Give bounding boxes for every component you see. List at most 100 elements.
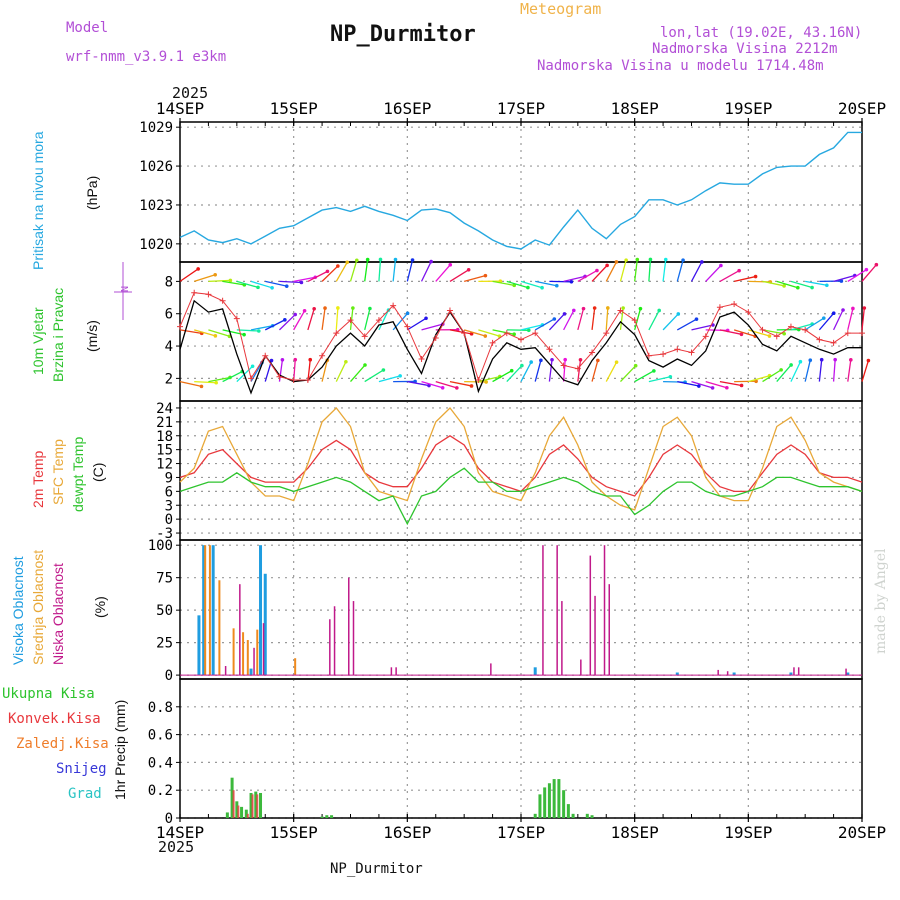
wind-arrow-head: [841, 308, 845, 312]
wind-gust-marker: [503, 330, 510, 337]
wind-gust-marker: [475, 376, 482, 383]
wind-arrow-head: [405, 311, 410, 316]
wind-arrow-head: [256, 285, 260, 290]
wind-arrow: [790, 323, 813, 331]
wind-arrow: [293, 276, 316, 283]
wind-arrow: [691, 380, 713, 389]
cloud-bar-2: [726, 671, 729, 676]
wind-arrow-head: [469, 384, 474, 388]
wind-arrow-head: [796, 285, 800, 290]
xtick-label-top: 20SEP: [838, 99, 886, 118]
wind-arrow-head: [572, 308, 576, 313]
wind-arrow-head: [466, 268, 471, 272]
cloud-bar-2: [608, 584, 610, 676]
pressure-line: [179, 131, 862, 250]
wind-arrow: [378, 309, 390, 331]
precip-bar-0: [325, 815, 329, 818]
wind-arrow-head: [668, 374, 673, 379]
cloud-bar-0: [211, 545, 215, 676]
cloud-bar-1: [242, 632, 245, 676]
wind-arrow-head: [676, 312, 681, 316]
wind-gust-marker: [304, 376, 311, 383]
wind-gust-marker: [233, 315, 240, 322]
ytick-label-temp: 9: [165, 470, 173, 486]
model-label: Model: [66, 20, 109, 36]
wind-arrow-head: [681, 258, 685, 262]
wind-arrow: [762, 280, 785, 287]
wind-arrow: [790, 361, 801, 382]
wind-arrow-head: [483, 334, 488, 338]
ytick-label-cloud: 0: [165, 668, 173, 684]
wind-gust-marker: [432, 334, 439, 341]
xtick-label-top: 14SEP: [156, 99, 204, 118]
wind-arrow: [832, 309, 844, 331]
wind-gust-marker: [631, 317, 638, 324]
wind-arrow-head: [398, 374, 402, 378]
wind-arrow: [591, 360, 599, 382]
legend-conv-rain: Konvek.Kisa: [8, 711, 101, 727]
wind-arrow: [562, 359, 566, 382]
wind-arrow-head: [782, 331, 786, 336]
wind-arrow: [847, 269, 867, 282]
wind-gust-marker: [546, 346, 553, 353]
wind-arrow-head: [336, 264, 340, 268]
wind-arrow-head: [242, 332, 246, 337]
wind-arrow: [861, 264, 877, 282]
wind-arrow-head: [483, 273, 488, 278]
wind-gust-marker: [702, 333, 709, 340]
wind-arrow-head: [874, 262, 879, 267]
wind-arrow: [748, 375, 770, 383]
wind-arrow-head: [595, 268, 599, 273]
ytick-label-pressure: 1029: [139, 120, 173, 136]
wind-arrow: [804, 360, 811, 382]
wind-arrow-head: [325, 269, 330, 274]
cloud-bar-2: [594, 595, 596, 676]
precip-bar-0: [230, 777, 234, 818]
wind-arrow: [691, 324, 714, 331]
wind-arrow: [194, 380, 217, 384]
wind-arrow: [677, 380, 699, 387]
precip-bar-1: [237, 805, 240, 818]
ytick-label-temp: 24: [156, 401, 173, 417]
wind-arrow-head: [592, 306, 597, 310]
wind-arrow: [619, 365, 637, 383]
lonlat-label: lon,lat (19.02E, 43.16N): [660, 25, 863, 41]
wind-arrow: [847, 308, 854, 331]
wind-arrow-head: [663, 257, 668, 262]
xtick-label-bottom: 20SEP: [838, 823, 886, 842]
wind-arrow-head: [368, 306, 372, 311]
wind-arrow: [591, 307, 596, 330]
wind-arrow-head: [213, 272, 217, 277]
wind-gust-marker: [787, 323, 794, 330]
wind-arrow: [478, 375, 500, 383]
wind-gust-marker: [773, 333, 780, 340]
xtick-label-top: 19SEP: [724, 99, 772, 118]
ytick-label-cloud: 50: [156, 603, 173, 619]
cloud-bar-2: [797, 667, 800, 676]
wind-arrow-head: [351, 306, 355, 310]
wind-arrow-head: [710, 386, 715, 390]
wind-arrow: [293, 310, 306, 331]
wind-arrow: [762, 369, 782, 383]
wind-arrow: [733, 275, 756, 283]
wind-arrow-head: [520, 363, 524, 368]
ytick-label-precip: 0.2: [148, 783, 173, 799]
wind-arrow-head: [269, 358, 274, 363]
footer-station: NP_Durmitor: [330, 861, 423, 877]
wind-gust-marker: [276, 373, 283, 380]
wind-arrow-head: [621, 306, 625, 310]
wind-arrow-head: [448, 263, 453, 267]
wind-arrow-head: [657, 308, 661, 313]
cloud-bar-0: [197, 615, 201, 676]
legend-snow: Snijeg: [56, 761, 107, 777]
wind-gust-marker: [489, 339, 496, 346]
cloud-bar-0: [533, 667, 537, 676]
meteogram-label: Meteogram: [520, 0, 602, 18]
wind-arrow-head: [381, 368, 386, 372]
wind-arrow: [420, 261, 432, 282]
precip-bar-0: [225, 812, 229, 818]
wind-arrow-head: [652, 369, 656, 373]
cloud-bar-0: [202, 545, 206, 676]
temp-line-1: [179, 407, 863, 511]
wind-arrow: [378, 259, 382, 282]
